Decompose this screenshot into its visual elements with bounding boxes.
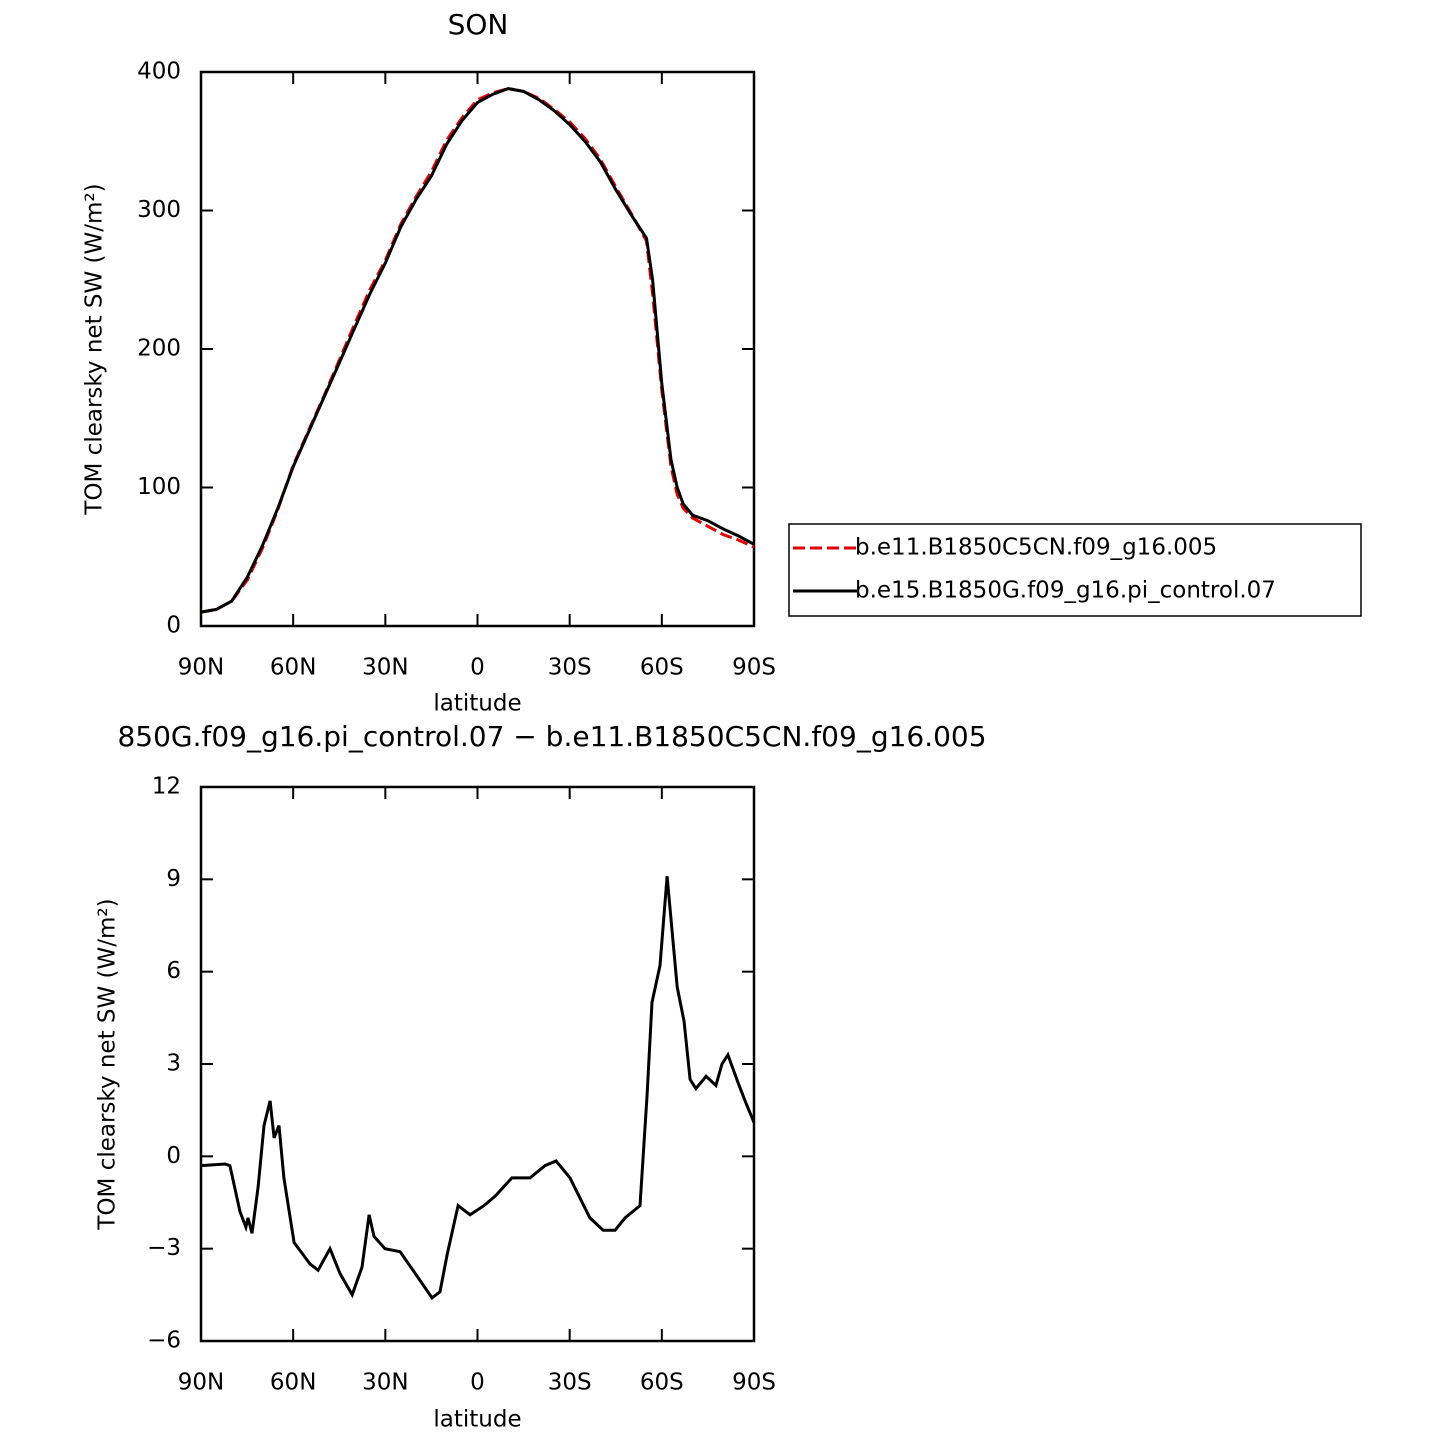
x-tick-label: 90S bbox=[732, 1370, 776, 1396]
chart-title: SON bbox=[448, 8, 509, 41]
y-tick-label: 0 bbox=[166, 1143, 181, 1169]
data-line bbox=[200, 876, 756, 1301]
y-axis-label: TOM clearsky net SW (W/m²) bbox=[82, 183, 108, 515]
x-tick-label: 60N bbox=[270, 1370, 316, 1396]
plot-frame bbox=[199, 785, 756, 1343]
x-tick-label: 0 bbox=[470, 655, 485, 681]
x-tick-label: 90S bbox=[732, 655, 776, 681]
y-tick-label: 3 bbox=[166, 1051, 181, 1077]
x-tick-label: 90N bbox=[178, 1370, 224, 1396]
y-tick-label: 100 bbox=[137, 474, 181, 500]
legend-box bbox=[788, 523, 1362, 617]
x-tick-label: 30N bbox=[362, 655, 408, 681]
y-tick-label: 0 bbox=[166, 613, 181, 639]
plot-frame bbox=[199, 70, 756, 628]
x-tick-label: 60N bbox=[270, 655, 316, 681]
x-axis-label: latitude bbox=[433, 1407, 521, 1433]
y-tick-label: −3 bbox=[147, 1235, 181, 1261]
y-tick-label: 200 bbox=[137, 336, 181, 362]
y-tick-label: 300 bbox=[137, 197, 181, 223]
x-axis-label: latitude bbox=[433, 691, 521, 717]
x-tick-label: 60S bbox=[640, 655, 684, 681]
x-tick-label: 60S bbox=[640, 1370, 684, 1396]
x-tick-label: 30S bbox=[548, 1370, 592, 1396]
x-tick-label: 30N bbox=[362, 1370, 408, 1396]
data-line bbox=[200, 87, 755, 614]
data-line bbox=[200, 87, 755, 614]
y-tick-label: 400 bbox=[137, 59, 181, 85]
y-axis-label: TOM clearsky net SW (W/m²) bbox=[95, 898, 121, 1230]
x-tick-label: 0 bbox=[470, 1370, 485, 1396]
x-tick-label: 90N bbox=[178, 655, 224, 681]
y-tick-label: 12 bbox=[152, 774, 181, 800]
legend-label: b.e11.B1850C5CN.f09_g16.005 bbox=[855, 535, 1217, 561]
y-tick-label: −6 bbox=[147, 1328, 181, 1354]
x-tick-label: 30S bbox=[548, 655, 592, 681]
y-tick-label: 9 bbox=[166, 866, 181, 892]
chart-title: 850G.f09_g16.pi_control.07 − b.e11.B1850… bbox=[117, 720, 986, 753]
legend-label: b.e15.B1850G.f09_g16.pi_control.07 bbox=[855, 578, 1276, 604]
y-tick-label: 6 bbox=[166, 958, 181, 984]
